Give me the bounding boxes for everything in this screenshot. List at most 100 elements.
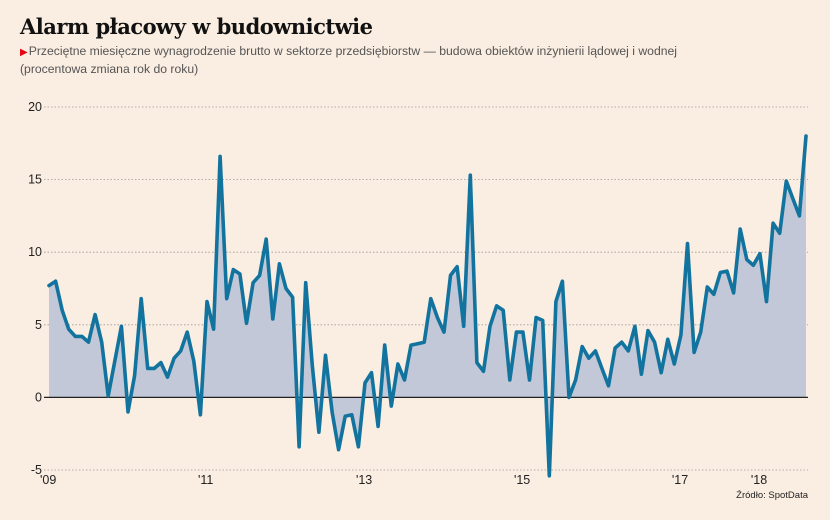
data-point: [396, 362, 399, 365]
data-point: [646, 329, 649, 332]
data-point: [521, 331, 524, 334]
data-point: [739, 227, 742, 230]
data-point: [377, 425, 380, 428]
y-tick-label: 20: [28, 100, 42, 114]
data-point: [258, 274, 261, 277]
data-point: [403, 378, 406, 381]
data-point: [100, 341, 103, 344]
data-point: [488, 325, 491, 328]
data-point: [785, 180, 788, 183]
data-point: [765, 300, 768, 303]
data-point: [146, 367, 149, 370]
data-point: [337, 448, 340, 451]
series-line: [47, 134, 808, 478]
data-point: [752, 264, 755, 267]
data-point: [265, 238, 268, 241]
data-point: [502, 309, 505, 312]
data-point: [600, 367, 603, 370]
data-point: [798, 214, 801, 217]
data-point: [732, 291, 735, 294]
data-point: [370, 371, 373, 374]
data-point: [271, 317, 274, 320]
data-point: [232, 268, 235, 271]
chart-subtitle: ▶Przeciętne miesięczne wynagrodzenie bru…: [20, 43, 820, 77]
data-point: [528, 378, 531, 381]
data-point: [567, 396, 570, 399]
data-point: [133, 374, 136, 377]
data-point: [614, 346, 617, 349]
data-point: [252, 281, 255, 284]
x-axis-labels: '09 '11 '13 '15 '17 '18: [40, 473, 767, 487]
data-point: [390, 405, 393, 408]
data-point: [482, 370, 485, 373]
data-point: [192, 360, 195, 363]
data-point: [205, 300, 208, 303]
subtitle-line-1: Przeciętne miesięczne wynagrodzenie brut…: [28, 44, 677, 58]
data-point: [462, 325, 465, 328]
data-point: [508, 378, 511, 381]
data-point: [620, 341, 623, 344]
data-point: [87, 341, 90, 344]
data-point: [153, 367, 156, 370]
data-point: [350, 413, 353, 416]
data-point: [587, 357, 590, 360]
data-point: [80, 335, 83, 338]
data-point: [660, 371, 663, 374]
triangle-right-icon: ▶: [20, 47, 28, 58]
data-point: [745, 258, 748, 261]
data-point: [238, 272, 241, 275]
data-point: [712, 293, 715, 296]
data-point: [331, 410, 334, 413]
data-point: [607, 384, 610, 387]
data-point: [515, 331, 518, 334]
data-point: [456, 265, 459, 268]
data-point: [772, 222, 775, 225]
data-point: [166, 376, 169, 379]
data-point: [344, 415, 347, 418]
data-point: [54, 280, 57, 283]
data-point: [140, 297, 143, 300]
data-point: [113, 360, 116, 363]
data-point: [673, 362, 676, 365]
data-point: [581, 345, 584, 348]
data-point: [225, 297, 228, 300]
x-tick-label: '17: [672, 473, 688, 487]
data-point: [47, 284, 50, 287]
data-point: [475, 361, 478, 364]
data-point: [324, 354, 327, 357]
data-point: [791, 197, 794, 200]
data-point: [594, 349, 597, 352]
chart-title: Alarm płacowy w budownictwie: [20, 14, 373, 39]
data-points: [47, 134, 807, 477]
data-point: [74, 335, 77, 338]
data-point: [298, 445, 301, 448]
data-point: [561, 280, 564, 283]
series-area: [49, 136, 806, 476]
data-point: [429, 297, 432, 300]
data-point: [666, 338, 669, 341]
data-point: [679, 333, 682, 336]
source-note: Źródło: SpotData: [736, 490, 808, 501]
data-point: [159, 361, 162, 364]
data-point: [574, 378, 577, 381]
data-point: [291, 296, 294, 299]
data-point: [495, 304, 498, 307]
data-point: [126, 410, 129, 413]
data-point: [633, 325, 636, 328]
y-tick-label: -5: [31, 463, 42, 477]
subtitle-line-2: (procentowa zmiana rok do roku): [20, 62, 199, 76]
data-point: [179, 349, 182, 352]
data-point: [469, 174, 472, 177]
data-point: [686, 242, 689, 245]
y-tick-label: 15: [28, 173, 42, 187]
data-point: [363, 381, 366, 384]
data-point: [284, 287, 287, 290]
data-point: [107, 394, 110, 397]
data-point: [317, 431, 320, 434]
gridlines: [44, 106, 808, 471]
data-point: [423, 341, 426, 344]
data-point: [693, 351, 696, 354]
data-point: [304, 281, 307, 284]
data-point: [758, 252, 761, 255]
